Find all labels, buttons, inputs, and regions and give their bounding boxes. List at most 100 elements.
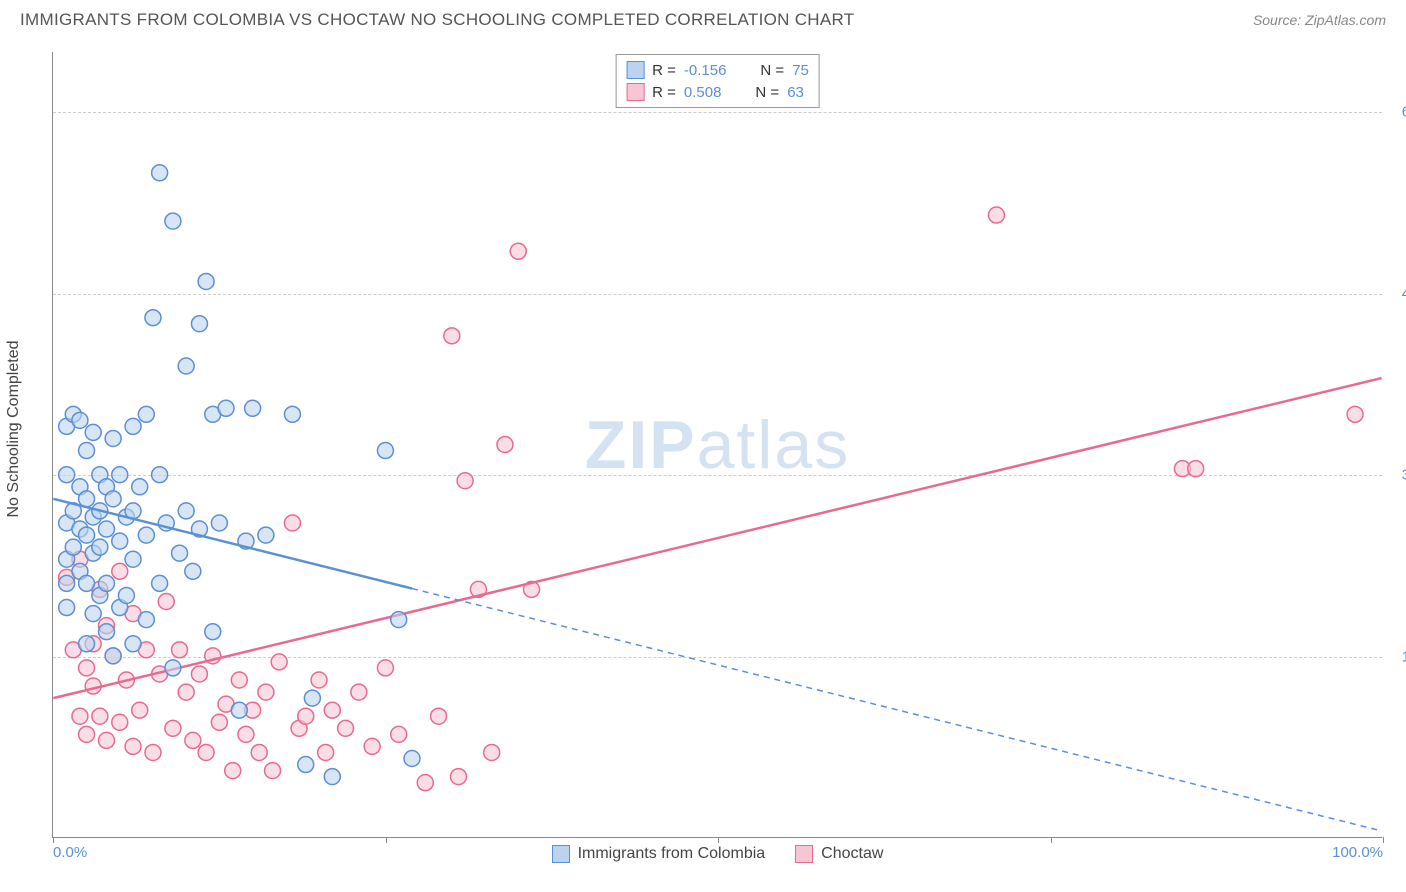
y-axis-label: No Schooling Completed [5, 341, 23, 518]
scatter-point [72, 412, 88, 428]
scatter-point [118, 587, 134, 603]
scatter-point [988, 207, 1004, 223]
legend-swatch-colombia [626, 61, 644, 79]
scatter-point [132, 479, 148, 495]
legend-item-colombia: Immigrants from Colombia [552, 845, 766, 863]
legend-r-value-choctaw: 0.508 [684, 84, 722, 101]
legend-r-label: R = [652, 84, 676, 101]
scatter-point [132, 702, 148, 718]
y-tick-label: 3.0% [1386, 467, 1406, 484]
scatter-point [311, 672, 327, 688]
legend-row-colombia: R = -0.156 N = 75 [626, 59, 809, 81]
scatter-point [79, 443, 95, 459]
y-tick-label: 1.5% [1386, 648, 1406, 665]
scatter-point [318, 744, 334, 760]
legend-label-choctaw: Choctaw [821, 845, 883, 863]
x-tick-mark [718, 837, 719, 843]
legend-r-value-colombia: -0.156 [684, 62, 727, 79]
scatter-point [112, 467, 128, 483]
chart-plot-area: ZIPatlas R = -0.156 N = 75 R = 0.508 N =… [52, 52, 1382, 838]
scatter-point [85, 424, 101, 440]
scatter-point [85, 606, 101, 622]
scatter-point [79, 660, 95, 676]
scatter-point [324, 702, 340, 718]
scatter-point [338, 720, 354, 736]
x-tick-label: 0.0% [53, 844, 87, 861]
scatter-point [65, 539, 81, 555]
legend-item-choctaw: Choctaw [795, 845, 883, 863]
scatter-point [245, 400, 261, 416]
source-name: ZipAtlas.com [1305, 12, 1386, 28]
scatter-point [125, 418, 141, 434]
scatter-point [59, 600, 75, 616]
scatter-point [125, 551, 141, 567]
scatter-point [172, 642, 188, 658]
scatter-point [198, 744, 214, 760]
scatter-point [391, 612, 407, 628]
scatter-point [138, 527, 154, 543]
scatter-point [72, 708, 88, 724]
scatter-point [59, 467, 75, 483]
scatter-point [152, 165, 168, 181]
legend-n-value-choctaw: 63 [787, 84, 804, 101]
scatter-point [79, 575, 95, 591]
scatter-svg [53, 52, 1382, 837]
scatter-point [98, 575, 114, 591]
scatter-point [152, 467, 168, 483]
scatter-point [444, 328, 460, 344]
scatter-point [125, 636, 141, 652]
scatter-point [125, 738, 141, 754]
chart-title: IMMIGRANTS FROM COLOMBIA VS CHOCTAW NO S… [20, 10, 854, 30]
scatter-point [165, 660, 181, 676]
scatter-point [59, 575, 75, 591]
scatter-point [79, 491, 95, 507]
scatter-point [211, 515, 227, 531]
scatter-point [304, 690, 320, 706]
legend-n-label: N = [755, 84, 779, 101]
scatter-point [112, 533, 128, 549]
scatter-point [457, 473, 473, 489]
scatter-point [377, 443, 393, 459]
scatter-point [258, 684, 274, 700]
scatter-point [251, 744, 267, 760]
scatter-point [198, 273, 214, 289]
scatter-point [98, 624, 114, 640]
scatter-point [450, 769, 466, 785]
scatter-point [1347, 406, 1363, 422]
trend-line-dashed [412, 589, 1382, 831]
scatter-point [112, 563, 128, 579]
scatter-point [185, 563, 201, 579]
y-tick-label: 4.5% [1386, 285, 1406, 302]
scatter-point [284, 515, 300, 531]
scatter-point [79, 726, 95, 742]
y-tick-label: 6.0% [1386, 104, 1406, 121]
scatter-point [178, 503, 194, 519]
scatter-point [271, 654, 287, 670]
scatter-point [178, 358, 194, 374]
scatter-point [298, 708, 314, 724]
scatter-point [510, 243, 526, 259]
scatter-point [165, 720, 181, 736]
scatter-point [225, 763, 241, 779]
scatter-point [98, 521, 114, 537]
scatter-point [218, 400, 234, 416]
scatter-point [145, 310, 161, 326]
legend-n-value-colombia: 75 [792, 62, 809, 79]
legend-swatch-choctaw [626, 83, 644, 101]
scatter-point [404, 751, 420, 767]
x-tick-mark [53, 837, 54, 843]
scatter-point [152, 575, 168, 591]
legend-label-colombia: Immigrants from Colombia [578, 845, 766, 863]
x-tick-label: 100.0% [1332, 844, 1383, 861]
scatter-point [231, 702, 247, 718]
chart-source: Source: ZipAtlas.com [1253, 12, 1386, 28]
scatter-point [191, 316, 207, 332]
legend-swatch-colombia [552, 845, 570, 863]
legend-swatch-choctaw [795, 845, 813, 863]
x-tick-mark [1051, 837, 1052, 843]
legend-n-label: N = [760, 62, 784, 79]
scatter-point [165, 213, 181, 229]
x-tick-mark [1383, 837, 1384, 843]
scatter-point [191, 666, 207, 682]
scatter-point [417, 775, 433, 791]
